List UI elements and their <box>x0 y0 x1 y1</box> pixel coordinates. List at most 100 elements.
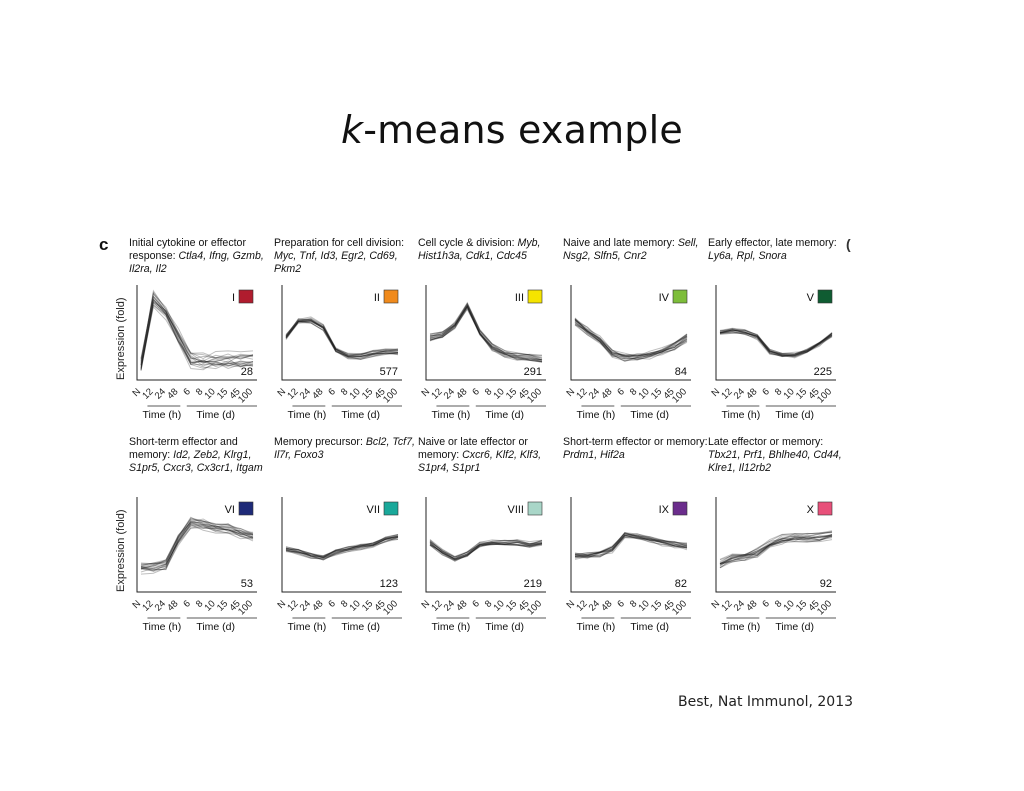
expression-trace <box>574 318 688 357</box>
cluster-description-text: Initial cytokine or effector response: <box>129 237 246 262</box>
title-rest: -means example <box>363 108 683 152</box>
expression-trace <box>429 542 543 560</box>
expression-trace <box>719 535 833 569</box>
expression-trace <box>719 536 833 565</box>
expression-trace <box>285 536 399 559</box>
expression-trace <box>140 525 254 571</box>
x-tick-label: 6 <box>470 598 482 610</box>
expression-trace <box>140 291 254 363</box>
axis-lines <box>425 497 546 593</box>
cluster-number: VI <box>225 504 235 516</box>
expression-trace <box>719 530 833 561</box>
x-tick-label: 100 <box>670 386 689 405</box>
x-tick-label: 8 <box>483 386 495 398</box>
cluster-gene-count: 219 <box>524 578 542 590</box>
expression-trace <box>429 306 543 361</box>
expression-trace <box>429 303 543 361</box>
expression-trace <box>285 318 399 356</box>
expression-trace <box>140 295 254 362</box>
expression-trace <box>429 543 543 562</box>
x-tick-label: 6 <box>760 386 772 398</box>
expression-trace <box>574 322 688 360</box>
expression-trace <box>429 306 543 363</box>
expression-trace <box>285 321 399 360</box>
cluster-color-swatch <box>527 289 543 304</box>
x-tick-label: 100 <box>381 386 400 405</box>
cluster-color-swatch <box>383 289 399 304</box>
expression-trace <box>140 516 254 568</box>
x-tick-label: 8 <box>194 598 206 610</box>
expression-trace <box>719 330 833 356</box>
cluster-number: I <box>232 292 235 304</box>
x-group-label-days: Time (d) <box>485 409 524 421</box>
expression-trace <box>574 319 688 356</box>
expression-trace <box>719 328 833 356</box>
expression-trace <box>719 328 833 357</box>
expression-trace <box>429 543 543 561</box>
expression-trace <box>285 535 399 558</box>
expression-trace <box>285 320 399 358</box>
expression-trace <box>140 519 254 568</box>
expression-trace <box>429 305 543 363</box>
cluster-gene-count: 225 <box>814 366 832 378</box>
expression-trace <box>285 534 399 559</box>
expression-trace <box>140 292 254 361</box>
x-group-label-days: Time (d) <box>196 621 235 633</box>
expression-trace <box>429 541 543 562</box>
expression-trace <box>574 534 688 559</box>
cluster-gene-count: 53 <box>241 578 253 590</box>
cluster-number: IX <box>659 504 670 516</box>
expression-trace <box>574 535 688 559</box>
expression-trace <box>285 535 399 560</box>
cluster-gene-count: 291 <box>524 366 542 378</box>
expression-trace <box>285 538 399 560</box>
cluster-description: Memory precursor: Bcl2, Tcf7, Il7r, Foxo… <box>274 436 424 462</box>
cluster-description: Late effector or memory: Tbx21, Prf1, Bh… <box>708 436 858 475</box>
axis-lines <box>136 285 257 381</box>
cluster-color-swatch <box>383 501 399 516</box>
cluster-number: VII <box>367 504 380 516</box>
cluster-description: Short-term effector or memory: Prdm1, Hi… <box>563 436 713 462</box>
cluster-gene-count: 82 <box>675 578 687 590</box>
x-tick-label: 100 <box>381 598 400 617</box>
expression-trace <box>429 304 543 359</box>
expression-trace <box>285 536 399 558</box>
expression-trace <box>574 535 688 558</box>
cluster-color-swatch <box>817 289 833 304</box>
cluster-gene-count: 577 <box>380 366 398 378</box>
expression-trace <box>719 531 833 564</box>
cluster-description-text: Early effector, late memory: <box>708 237 837 249</box>
expression-trace <box>285 318 399 358</box>
x-tick-label: 8 <box>339 386 351 398</box>
cluster-description: Cell cycle & division: Myb, Hist1h3a, Cd… <box>418 237 568 263</box>
cluster-gene-list: Myc, Tnf, Id3, Egr2, Cd69, Pkm2 <box>274 250 398 275</box>
x-tick-label: 48 <box>454 386 469 401</box>
expression-trace <box>429 539 543 558</box>
expression-trace <box>719 534 833 565</box>
expression-trace <box>429 541 543 560</box>
expression-trace <box>574 533 688 556</box>
x-group-label-hours: Time (h) <box>432 409 471 421</box>
x-tick-label: 48 <box>599 598 614 613</box>
expression-trace <box>719 327 833 355</box>
expression-trace <box>719 330 833 358</box>
expression-trace <box>574 324 688 360</box>
x-group-label-days: Time (d) <box>775 621 814 633</box>
expression-trace <box>574 324 688 362</box>
expression-trace <box>285 539 399 561</box>
expression-trace <box>140 299 254 365</box>
cluster-gene-list: Myb, Hist1h3a, Cdk1, Cdc45 <box>418 237 541 262</box>
cluster-gene-list: Id2, Zeb2, Klrg1, S1pr5, Cxcr3, Cx3cr1, … <box>129 449 263 474</box>
expression-trace <box>285 317 399 356</box>
axis-lines <box>281 285 402 381</box>
cluster-description: Preparation for cell division: Myc, Tnf,… <box>274 237 424 276</box>
expression-trace <box>140 520 254 566</box>
axis-lines <box>425 285 546 381</box>
expression-trace <box>574 321 688 363</box>
expression-trace <box>719 329 833 357</box>
expression-trace <box>140 295 254 367</box>
expression-trace <box>140 521 254 569</box>
